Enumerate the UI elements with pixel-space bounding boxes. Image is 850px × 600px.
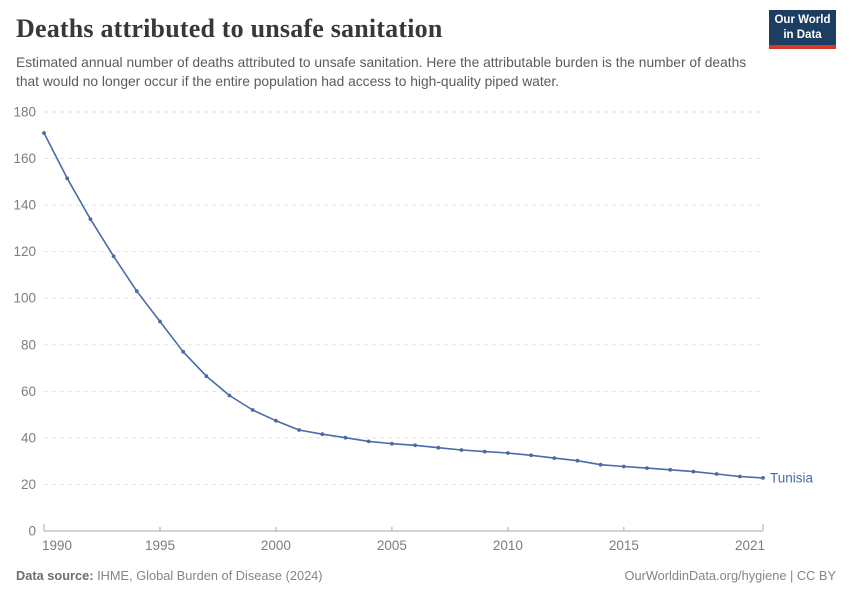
owid-url-license[interactable]: OurWorldinData.org/hygiene | CC BY — [624, 568, 837, 583]
data-point-marker[interactable] — [598, 462, 603, 467]
page-title: Deaths attributed to unsafe sanitation — [16, 14, 443, 43]
y-axis-tick-label: 140 — [13, 198, 36, 213]
data-point-marker[interactable] — [250, 408, 255, 412]
series-label[interactable]: Tunisia — [770, 470, 814, 485]
data-point-marker[interactable] — [482, 449, 487, 454]
x-axis-tick-label: 2005 — [377, 538, 407, 553]
data-point-marker[interactable] — [529, 453, 533, 458]
data-point-marker[interactable] — [714, 472, 719, 476]
y-axis-tick-label: 0 — [28, 524, 36, 539]
y-axis-tick-label: 20 — [21, 477, 36, 492]
x-axis-tick-label: 2000 — [261, 538, 291, 553]
series-line[interactable] — [43, 132, 764, 479]
data-point-marker[interactable] — [645, 466, 649, 470]
data-point-marker[interactable] — [111, 254, 116, 259]
data-point-marker[interactable] — [181, 349, 186, 354]
data-point-marker[interactable] — [506, 451, 510, 455]
y-axis-tick-label: 180 — [13, 105, 36, 120]
data-point-marker[interactable] — [737, 474, 742, 479]
data-point-marker[interactable] — [390, 441, 394, 446]
data-point-marker[interactable] — [274, 418, 278, 423]
data-point-marker[interactable] — [88, 217, 93, 222]
data-point-marker[interactable] — [320, 432, 325, 437]
data-point-marker[interactable] — [575, 458, 580, 463]
x-axis-tick-label: 2010 — [493, 538, 523, 553]
data-source-text: IHME, Global Burden of Disease (2024) — [93, 568, 323, 583]
y-axis-tick-label: 160 — [13, 151, 36, 166]
data-point-marker[interactable] — [204, 374, 209, 379]
data-point-marker[interactable] — [65, 176, 70, 181]
data-point-marker[interactable] — [134, 289, 139, 294]
data-point-marker[interactable] — [552, 456, 557, 460]
data-point-marker[interactable] — [668, 467, 673, 472]
owid-logo-line1: Our World — [774, 14, 831, 27]
data-point-marker[interactable] — [436, 445, 441, 450]
data-point-marker[interactable] — [42, 131, 46, 135]
chart-subtitle: Estimated annual number of deaths attrib… — [16, 55, 747, 90]
y-axis-tick-label: 100 — [13, 291, 36, 306]
data-point-marker[interactable] — [343, 435, 348, 440]
owid-logo[interactable]: Our World in Data — [769, 10, 836, 49]
y-axis-tick-label: 80 — [21, 337, 36, 352]
data-point-marker[interactable] — [297, 428, 301, 432]
y-axis-tick-label: 120 — [13, 244, 36, 259]
x-axis-tick-label: 2021 — [735, 538, 765, 553]
data-source-note: Data source: IHME, Global Burden of Dise… — [16, 568, 323, 583]
x-axis-tick-label: 1990 — [42, 538, 72, 553]
y-axis-tick-label: 40 — [21, 430, 36, 445]
data-point-marker[interactable] — [761, 476, 765, 480]
data-point-marker[interactable] — [691, 469, 696, 474]
x-axis-tick-label: 1995 — [145, 538, 175, 553]
data-source-label: Data source: — [16, 568, 94, 583]
data-point-marker[interactable] — [158, 319, 162, 324]
y-axis-tick-label: 60 — [21, 384, 36, 399]
owid-logo-line2: in Data — [783, 28, 822, 41]
data-point-marker[interactable] — [621, 464, 626, 469]
data-point-marker[interactable] — [227, 393, 232, 398]
data-point-marker[interactable] — [413, 443, 417, 448]
x-axis-tick-label: 2015 — [609, 538, 639, 553]
data-point-marker[interactable] — [459, 448, 464, 452]
data-point-marker[interactable] — [366, 439, 371, 444]
chart-footer: Data source: IHME, Global Burden of Dise… — [16, 568, 836, 583]
